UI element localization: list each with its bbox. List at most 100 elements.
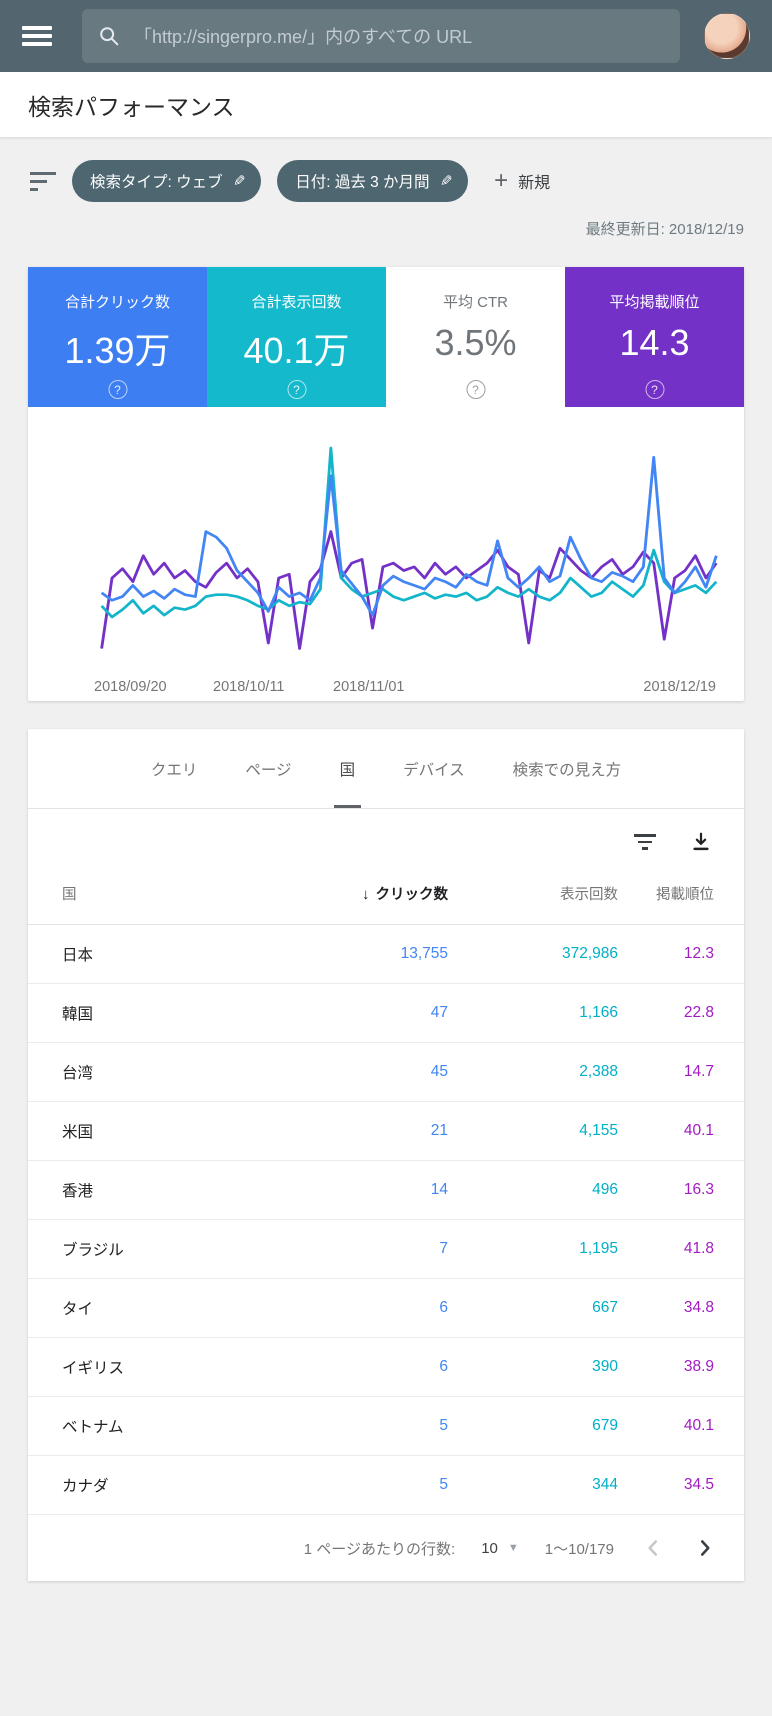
metric-value: 3.5% (434, 322, 517, 363)
help-icon[interactable]: ? (287, 380, 306, 399)
cell-position: 38.9 (618, 1337, 744, 1397)
cell-clicks: 13,755 (298, 924, 448, 984)
cell-position: 40.1 (618, 1396, 744, 1456)
table-row[interactable]: 韓国 47 1,166 22.8 (28, 983, 744, 1043)
cell-clicks: 6 (298, 1278, 448, 1338)
cell-country: 米国 (28, 1101, 298, 1161)
cell-clicks: 47 (298, 983, 448, 1043)
table-row[interactable]: カナダ 5 344 34.5 (28, 1455, 744, 1515)
page-header: 検索パフォーマンス (0, 72, 772, 138)
performance-chart-card: 合計クリック数 1.39万 ? 合計表示回数 40.1万 ? 平均 CTR 3.… (28, 267, 744, 701)
table-filter-icon[interactable] (634, 834, 656, 850)
table-row[interactable]: 香港 14 496 16.3 (28, 1160, 744, 1220)
cell-country: カナダ (28, 1455, 298, 1515)
previous-page-icon[interactable] (640, 1535, 666, 1561)
column-header-position[interactable]: 掲載順位 (618, 859, 744, 925)
avatar[interactable] (704, 13, 750, 59)
metric-label: 平均掲載順位 (609, 294, 700, 311)
x-axis-label: 2018/09/20 (94, 679, 167, 695)
metric-value: 14.3 (619, 322, 690, 363)
metric-card-average-ctr[interactable]: 平均 CTR 3.5% ? (386, 267, 565, 407)
edit-pencil-icon: ✎ (232, 173, 246, 190)
chart-line-平均掲載順位 (100, 530, 718, 650)
cell-position: 34.5 (618, 1455, 744, 1515)
cell-clicks: 5 (298, 1396, 448, 1456)
metric-label: 合計クリック数 (64, 294, 170, 311)
cell-country: イギリス (28, 1337, 298, 1397)
rows-per-page-label: 1 ページあたりの行数: (303, 1540, 456, 1558)
help-icon[interactable]: ? (645, 380, 664, 399)
column-header-clicks-sorted[interactable]: ↓ クリック数 (298, 859, 448, 925)
cell-clicks: 45 (298, 1042, 448, 1102)
chart-x-axis: 2018/09/20 2018/10/11 2018/11/01 2018/12… (28, 675, 744, 701)
table-row[interactable]: ベトナム 5 679 40.1 (28, 1396, 744, 1456)
download-icon[interactable] (690, 831, 712, 853)
chart-line-合計表示回数 (100, 446, 718, 619)
cell-impressions: 496 (448, 1160, 618, 1220)
search-placeholder: 「http://singerpro.me/」内のすべての URL (134, 27, 473, 47)
x-axis-label: 2018/11/01 (333, 679, 405, 695)
tab-item[interactable]: ページ (245, 761, 292, 779)
plus-icon: + (494, 167, 509, 194)
tab-item[interactable]: デバイス (403, 761, 465, 779)
cell-impressions: 1,166 (448, 983, 618, 1043)
cell-country: ベトナム (28, 1396, 298, 1456)
column-header-impressions[interactable]: 表示回数 (448, 859, 618, 925)
cell-position: 40.1 (618, 1101, 744, 1161)
cell-impressions: 679 (448, 1396, 618, 1456)
cell-impressions: 344 (448, 1455, 618, 1515)
metric-card-total-impressions[interactable]: 合計表示回数 40.1万 ? (207, 267, 386, 407)
table-row[interactable]: 台湾 45 2,388 14.7 (28, 1042, 744, 1102)
table-header-row: 国 ↓ クリック数 表示回数 掲載順位 (28, 859, 744, 925)
last-updated: 最終更新日: 2018/12/19 (585, 221, 744, 238)
cell-impressions: 372,986 (448, 924, 618, 984)
new-filter-label: 新規 (518, 175, 551, 192)
cell-clicks: 5 (298, 1455, 448, 1515)
cell-country: 香港 (28, 1160, 298, 1220)
table-row[interactable]: 日本 13,755 372,986 12.3 (28, 924, 744, 984)
table-row[interactable]: 米国 21 4,155 40.1 (28, 1101, 744, 1161)
tab-item[interactable]: クエリ (150, 761, 198, 779)
metric-card-average-position[interactable]: 平均掲載順位 14.3 ? (565, 267, 744, 407)
column-header-country[interactable]: 国 (28, 859, 298, 925)
cell-position: 41.8 (618, 1219, 744, 1279)
search-input[interactable]: 「http://singerpro.me/」内のすべての URL (82, 9, 680, 63)
menu-icon[interactable] (22, 26, 52, 46)
performance-line-chart[interactable] (28, 407, 744, 675)
cell-position: 22.8 (618, 983, 744, 1043)
cell-country: 韓国 (28, 983, 298, 1043)
next-page-icon[interactable] (692, 1535, 718, 1561)
tab-active[interactable]: 国 (333, 729, 361, 808)
table-row[interactable]: ブラジル 7 1,195 41.8 (28, 1219, 744, 1279)
cell-clicks: 14 (298, 1160, 448, 1220)
help-icon[interactable]: ? (466, 380, 485, 399)
help-icon[interactable]: ? (108, 380, 127, 399)
cell-country: タイ (28, 1278, 298, 1338)
cell-impressions: 390 (448, 1337, 618, 1397)
tab-item[interactable]: 検索での見え方 (512, 761, 622, 779)
filter-icon[interactable] (30, 171, 56, 191)
table-row[interactable]: タイ 6 667 34.8 (28, 1278, 744, 1338)
countries-table: 国 ↓ クリック数 表示回数 掲載順位 日本 13,755 372,986 12.… (28, 859, 744, 1515)
search-icon (100, 27, 119, 46)
metric-cards-row: 合計クリック数 1.39万 ? 合計表示回数 40.1万 ? 平均 CTR 3.… (28, 267, 744, 407)
search-type-chip[interactable]: 検索タイプ: ウェブ ✎ (72, 160, 262, 202)
cell-impressions: 4,155 (448, 1101, 618, 1161)
page-title: 検索パフォーマンス (28, 93, 235, 120)
dropdown-arrow-icon: ▼ (507, 1542, 519, 1554)
table-row[interactable]: イギリス 6 390 38.9 (28, 1337, 744, 1397)
new-filter-button[interactable]: + 新規 (494, 169, 550, 193)
pagination-range: 1～10/179 (544, 1540, 614, 1558)
cell-impressions: 2,388 (448, 1042, 618, 1102)
cell-country: 台湾 (28, 1042, 298, 1102)
chip-label: 日付: 過去 3 か月間 (295, 174, 430, 191)
date-range-chip[interactable]: 日付: 過去 3 か月間 ✎ (277, 160, 469, 202)
cell-clicks: 21 (298, 1101, 448, 1161)
metric-label: 合計表示回数 (251, 294, 342, 311)
rows-per-page-select[interactable]: 10 ▼ (481, 1539, 519, 1557)
top-app-bar: 「http://singerpro.me/」内のすべての URL (0, 0, 772, 72)
cell-country: ブラジル (28, 1219, 298, 1279)
cell-position: 14.7 (618, 1042, 744, 1102)
metric-card-total-clicks[interactable]: 合計クリック数 1.39万 ? (28, 267, 207, 407)
table-toolbar (28, 809, 744, 859)
